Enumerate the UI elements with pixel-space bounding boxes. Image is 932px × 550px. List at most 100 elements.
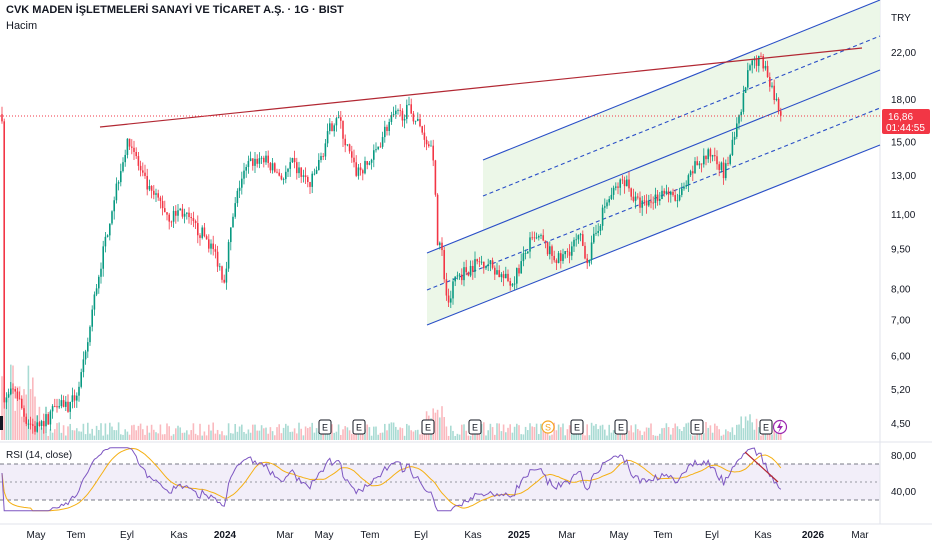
volume-bar	[309, 426, 311, 440]
earnings-marker[interactable]	[570, 419, 584, 435]
candle-body	[216, 251, 219, 267]
volume-bar	[562, 423, 564, 440]
volume-bar	[47, 435, 49, 440]
volume-bar	[520, 434, 522, 440]
volume-bar	[197, 435, 199, 440]
earnings-marker[interactable]	[352, 419, 366, 435]
candle-body	[423, 132, 426, 140]
volume-bar	[555, 430, 558, 440]
rsi-label[interactable]: RSI (14, close)	[6, 450, 73, 461]
volume-bar	[249, 432, 252, 440]
volume-bar	[773, 423, 775, 440]
candle-body	[773, 85, 775, 100]
candle-body	[126, 138, 129, 155]
volume-bar	[654, 435, 657, 440]
volume-bar	[764, 432, 767, 440]
volume-bar	[749, 414, 751, 440]
regression-channel	[426, 0, 881, 326]
volume-bar	[397, 429, 399, 440]
price-axis[interactable]: 22,00 18,00 15,00 13,00 11,00 9,50 8,00 7,00 6,0…	[891, 48, 916, 430]
volume-bar	[540, 423, 542, 440]
candle-body	[375, 149, 377, 151]
candle-body	[626, 179, 628, 187]
candle-body	[346, 144, 349, 146]
candle-body	[491, 260, 494, 268]
volume-bar	[155, 432, 157, 440]
candle-body	[142, 170, 144, 173]
volume-bar	[608, 424, 610, 440]
candle-body	[672, 191, 674, 196]
volume-bar	[676, 426, 679, 440]
volume-bar	[747, 420, 749, 440]
volume-bar	[738, 424, 740, 440]
volume-bar	[161, 434, 164, 440]
time-axis-tick: May	[315, 530, 334, 541]
candle-body	[606, 202, 608, 207]
candle-body	[128, 138, 131, 147]
volume-bar	[377, 434, 379, 440]
volume-bar	[168, 426, 170, 440]
earnings-marker[interactable]	[468, 419, 482, 435]
volume-bar	[604, 429, 606, 440]
rsi-axis-tick: 40,00	[891, 487, 916, 498]
earnings-marker[interactable]	[421, 419, 435, 435]
volume-bar	[709, 425, 712, 440]
volume-bar	[166, 423, 168, 440]
candle-body	[329, 123, 331, 132]
candle-body	[498, 270, 500, 278]
earnings-marker[interactable]	[759, 419, 773, 435]
volume-bar	[511, 432, 514, 440]
volume-bar	[648, 427, 650, 440]
volume-bar	[291, 431, 294, 440]
volume-bar	[401, 428, 404, 440]
volume-bar	[771, 434, 773, 440]
volume-bar	[551, 434, 553, 440]
earnings-marker[interactable]	[614, 419, 628, 435]
candle-body	[98, 276, 100, 289]
volume-bar	[410, 430, 412, 440]
currency-label[interactable]: TRY	[891, 13, 911, 24]
volume-bar	[340, 434, 342, 440]
volume-bar	[634, 424, 637, 440]
volume-bar	[175, 428, 177, 440]
rsi-series	[1, 447, 782, 512]
dividend-marker[interactable]	[541, 420, 555, 434]
volume-bar	[375, 426, 377, 440]
time-axis[interactable]: May Tem Eyl Kas 2024 Mar May Tem Eyl Kas 2025 Mar Ma…	[27, 530, 870, 541]
candle-body	[258, 158, 261, 164]
candle-body	[555, 260, 558, 263]
volume-bar	[137, 425, 140, 440]
time-axis-tick: 2025	[508, 530, 531, 541]
candle-body	[480, 261, 483, 263]
volume-bar	[390, 422, 393, 440]
volume-bar	[159, 424, 162, 440]
volume-bar	[465, 430, 467, 440]
volume-bar	[300, 428, 302, 440]
volume-bar	[568, 425, 571, 440]
earnings-marker[interactable]	[318, 419, 332, 435]
volume-bar	[16, 386, 19, 440]
volume-bar	[694, 435, 696, 440]
candle-body	[302, 175, 305, 177]
volume-label[interactable]: Hacim	[6, 20, 38, 32]
volume-bar	[177, 425, 179, 440]
candle-body	[115, 183, 118, 201]
volume-bar	[80, 431, 82, 440]
volume-bar	[172, 434, 175, 440]
volume-bar	[483, 422, 485, 440]
candle-body	[560, 253, 562, 262]
volume-bar	[278, 424, 280, 440]
symbol-title[interactable]: CVK MADEN İŞLETMELERİ SANAYİ VE TİCARET …	[6, 4, 344, 16]
candle-body	[291, 158, 294, 163]
volume-bar	[485, 435, 487, 440]
candle-body	[472, 265, 474, 272]
volume-bar	[461, 424, 463, 440]
price-axis-tick: 11,00	[891, 210, 916, 221]
rsi-axis: 80,00 40,00	[891, 451, 916, 498]
candle-body	[725, 163, 727, 179]
earnings-marker[interactable]	[690, 419, 704, 435]
candle-body	[740, 111, 742, 116]
lightning-icon	[777, 421, 783, 433]
candle-body	[566, 251, 569, 252]
